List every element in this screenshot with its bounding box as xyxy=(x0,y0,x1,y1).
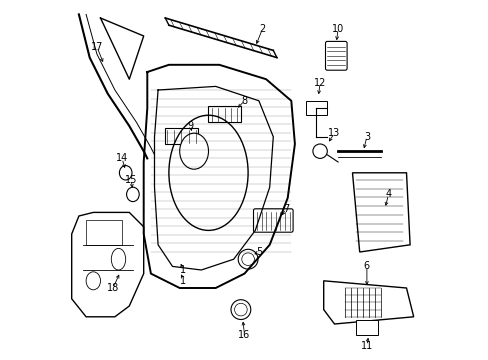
Ellipse shape xyxy=(126,187,139,202)
Ellipse shape xyxy=(238,249,258,269)
Text: 10: 10 xyxy=(331,24,344,34)
Ellipse shape xyxy=(86,272,101,290)
Text: 7: 7 xyxy=(282,204,288,214)
Text: 6: 6 xyxy=(363,261,369,271)
Text: 11: 11 xyxy=(360,341,372,351)
Text: 17: 17 xyxy=(91,42,103,52)
Ellipse shape xyxy=(230,300,250,320)
Polygon shape xyxy=(352,173,409,252)
Bar xyxy=(86,220,122,245)
Ellipse shape xyxy=(241,253,254,266)
Bar xyxy=(208,106,241,122)
Ellipse shape xyxy=(111,248,125,270)
Text: 8: 8 xyxy=(241,96,247,106)
Text: 13: 13 xyxy=(328,128,340,138)
Text: 9: 9 xyxy=(187,121,193,131)
Polygon shape xyxy=(323,281,413,324)
Text: 12: 12 xyxy=(313,78,325,88)
Ellipse shape xyxy=(234,303,247,316)
Text: 2: 2 xyxy=(259,24,265,34)
Text: 5: 5 xyxy=(255,247,262,257)
Bar xyxy=(165,128,197,144)
Text: 3: 3 xyxy=(363,132,369,142)
Bar xyxy=(305,101,326,115)
Text: 16: 16 xyxy=(238,330,250,340)
Bar xyxy=(355,320,377,335)
Text: 1: 1 xyxy=(180,276,186,286)
Ellipse shape xyxy=(119,166,132,180)
Ellipse shape xyxy=(312,144,326,158)
FancyBboxPatch shape xyxy=(253,209,292,232)
Polygon shape xyxy=(72,212,143,317)
Text: 15: 15 xyxy=(124,175,137,185)
Text: 14: 14 xyxy=(116,153,128,163)
Text: 4: 4 xyxy=(385,189,391,199)
Ellipse shape xyxy=(179,133,208,169)
Text: 1: 1 xyxy=(180,265,186,275)
Text: 18: 18 xyxy=(107,283,119,293)
